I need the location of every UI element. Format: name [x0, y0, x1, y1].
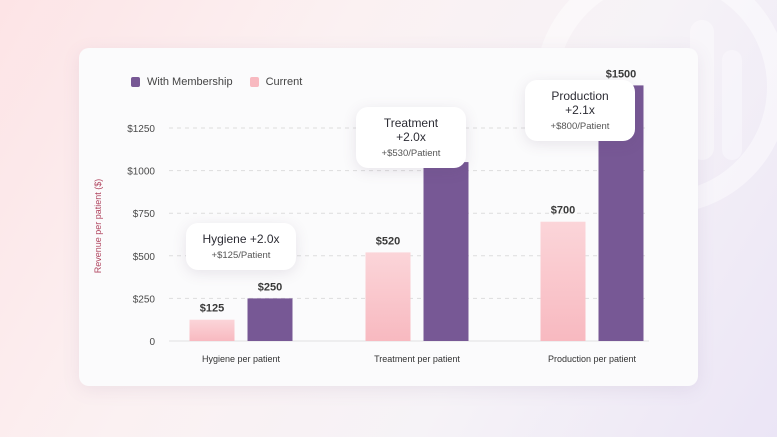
bar-current	[540, 221, 586, 341]
callout-treatment: Treatment +2.0x +$530/Patient	[356, 107, 466, 168]
legend-swatch-membership	[131, 77, 140, 87]
bar-current	[365, 252, 411, 341]
y-tick-label: $1000	[127, 167, 155, 178]
bar-value-label: $1500	[606, 68, 637, 80]
chart-legend: With Membership Current	[131, 76, 319, 88]
background-bar-decoration	[722, 50, 742, 160]
legend-item-current: Current	[249, 76, 303, 88]
callout-production-title: Production +2.1x	[551, 89, 609, 117]
callout-production: Production +2.1x +$800/Patient	[525, 80, 635, 141]
chart-card: With Membership Current Revenue per pati…	[79, 48, 698, 386]
bar-value-label: $250	[258, 281, 282, 293]
bar-membership	[423, 162, 469, 341]
bar-membership	[247, 298, 293, 341]
legend-label-membership: With Membership	[147, 76, 233, 88]
x-category-label: Treatment per patient	[374, 354, 460, 364]
y-tick-label: $500	[133, 252, 156, 263]
bar-current	[189, 319, 235, 341]
bar-value-label: $700	[551, 205, 575, 217]
callout-hygiene-sub: +$125/Patient	[211, 250, 271, 261]
bar-value-label: $125	[200, 303, 224, 315]
callout-treatment-title: Treatment +2.0x	[383, 116, 439, 144]
callout-treatment-sub: +$530/Patient	[381, 148, 441, 159]
legend-item-membership: With Membership	[131, 76, 233, 88]
y-tick-label: 0	[149, 337, 155, 348]
legend-swatch-current	[249, 77, 259, 87]
x-category-label: Hygiene per patient	[202, 354, 281, 364]
callout-hygiene: Hygiene +2.0x +$125/Patient	[186, 223, 296, 270]
y-tick-label: $250	[133, 294, 156, 305]
legend-label-current: Current	[265, 76, 303, 88]
x-category-label: Production per patient	[548, 354, 637, 364]
callout-hygiene-title: Hygiene +2.0x	[202, 232, 280, 246]
y-tick-label: $750	[133, 209, 156, 220]
y-tick-label: $1250	[127, 124, 155, 135]
bar-value-label: $520	[376, 235, 400, 247]
callout-production-sub: +$800/Patient	[550, 121, 610, 132]
